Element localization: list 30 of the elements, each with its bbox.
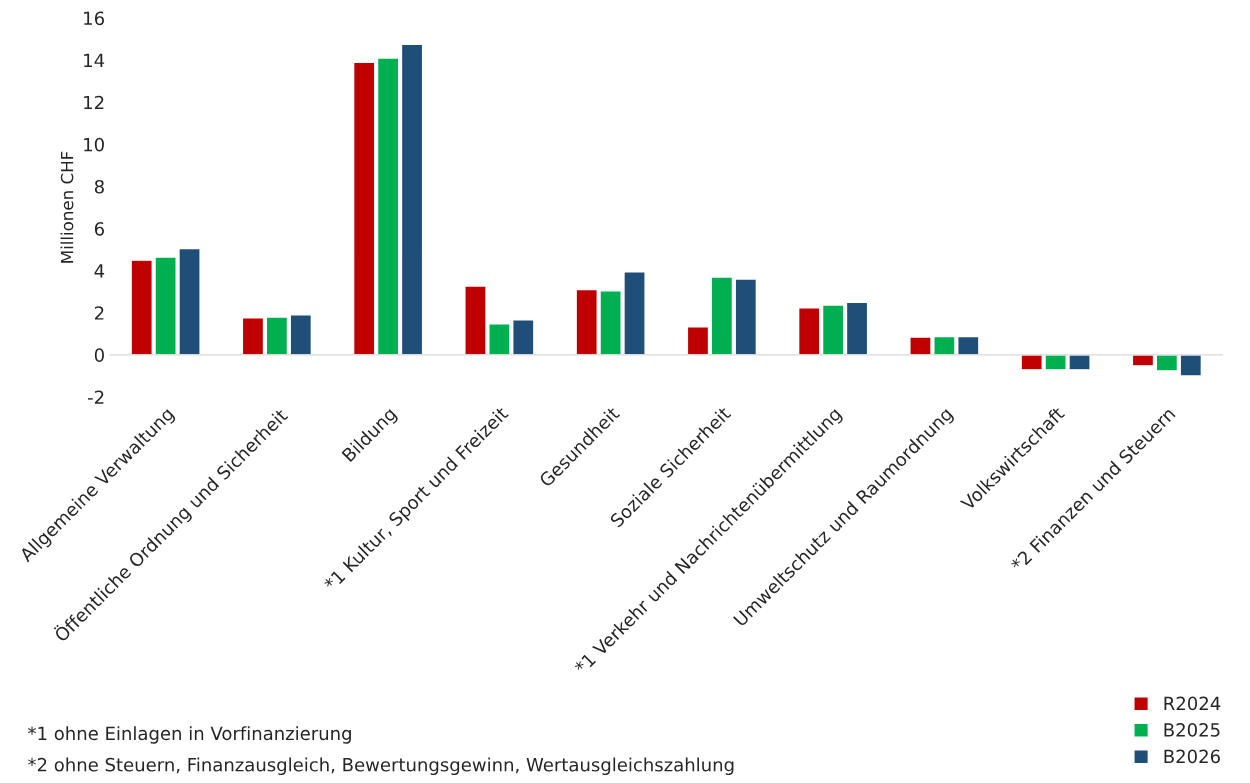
y-tick-label: 0	[94, 348, 104, 362]
bar	[686, 326, 710, 356]
legend-label: B2025	[1164, 723, 1220, 737]
bar	[265, 316, 289, 356]
y-axis-title: Millionen CHF	[60, 151, 74, 263]
y-tick-label: -2	[88, 390, 104, 404]
bar	[734, 278, 758, 356]
y-tick-label: 6	[94, 222, 104, 236]
y-tick-label: 4	[94, 264, 105, 278]
text: *2 ohne Steuern, Finanzausgleich, Bewertungsgewinn, Wertausgleichszahlung	[28, 757, 734, 776]
bar	[241, 317, 265, 356]
bar	[1179, 354, 1203, 377]
bar	[289, 314, 313, 356]
legend-label: R2024	[1164, 696, 1221, 711]
bar	[797, 307, 821, 356]
bar	[821, 304, 845, 356]
bar	[710, 276, 734, 356]
y-tick-label: 14	[84, 53, 105, 67]
y-tick-label: 8	[94, 179, 104, 194]
text: *1 ohne Einlagen in Vorfinanzierung	[28, 726, 351, 744]
y-tick-label: 10	[84, 137, 104, 152]
y-tick-label: 16	[84, 11, 104, 26]
y-tick-label: 12	[84, 95, 104, 110]
bar	[352, 61, 376, 356]
bar	[845, 301, 869, 356]
y-tick-label: 2	[94, 306, 104, 320]
bar	[400, 43, 424, 356]
legend-label: B2026	[1164, 749, 1220, 764]
bar	[376, 57, 400, 356]
bar	[1155, 354, 1179, 372]
